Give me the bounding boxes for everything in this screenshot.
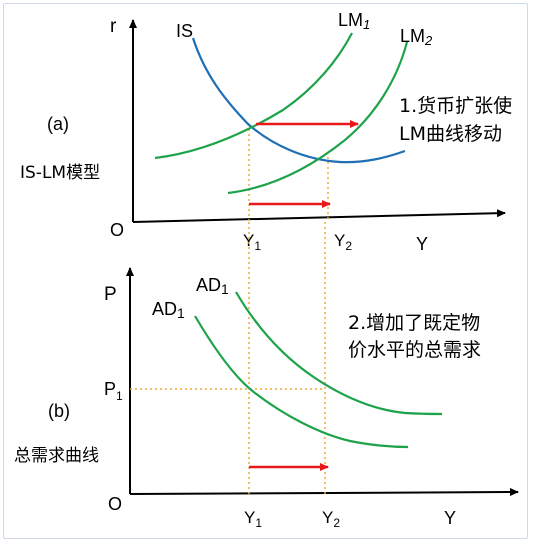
panel-b-label: (b) [48, 401, 70, 421]
panel-a-note-line2: LM曲线移动 [399, 123, 502, 145]
panel-b-y2-tick: Y2 [322, 508, 340, 530]
panel-a-x-axis [132, 209, 506, 223]
price-level-label: P1 [104, 379, 123, 403]
ad1-curve-left [194, 315, 409, 449]
panel-b-x-axis [129, 488, 519, 497]
panel-a-origin-label: O [110, 220, 124, 240]
panel-a-note-line1: 1.货币扩张使 [399, 95, 512, 117]
panel-b-caption: 总需求曲线 [14, 446, 99, 466]
lm2-curve [227, 41, 409, 195]
ad1-left-label: AD1 [152, 299, 185, 321]
panel-a-y-axis-label: r [110, 16, 117, 37]
lm2-label: LM2 [400, 26, 433, 48]
panel-a-caption: IS-LM模型 [20, 163, 100, 183]
figure-frame [3, 3, 528, 539]
lm1-curve [154, 32, 353, 160]
panel-a-label: (a) [47, 114, 69, 134]
panel-b-y1-tick: Y1 [244, 508, 262, 530]
panel-b-note-line1: 2.增加了既定物 [348, 312, 480, 334]
ad1-curve-right [235, 291, 443, 416]
panel-b-y-axis-label: P [104, 284, 117, 305]
is-curve [191, 37, 406, 164]
ad1-right-label: AD1 [196, 275, 229, 297]
panel-a: r O Y IS LM1 LM2 Y1 Y2 (a) IS-LM模型 1.货币扩… [20, 10, 512, 254]
panel-b: P O Y AD1 AD1 P1 Y1 Y2 (b) 总需求曲线 2.增加了既定… [14, 222, 519, 530]
lm1-label: LM1 [338, 10, 370, 32]
is-label: IS [176, 21, 193, 41]
panel-a-y2-tick: Y2 [334, 231, 352, 253]
panel-a-y1-tick: Y1 [243, 231, 261, 253]
panel-a-x-axis-label: Y [416, 234, 428, 254]
panel-b-x-axis-label: Y [444, 508, 456, 528]
panel-b-origin-label: O [108, 494, 122, 514]
panel-b-note-line2: 价水平的总需求 [348, 339, 481, 361]
